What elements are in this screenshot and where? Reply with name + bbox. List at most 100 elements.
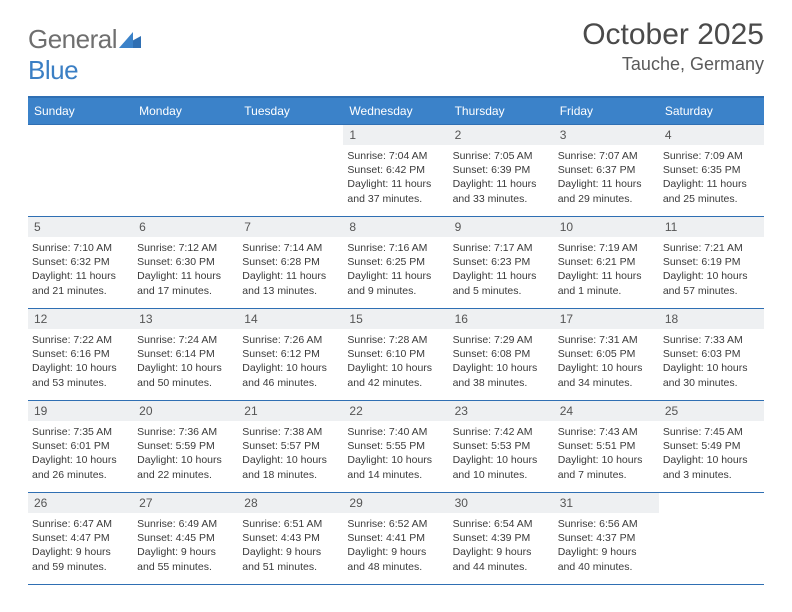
calendar-day-cell: 21Sunrise: 7:38 AMSunset: 5:57 PMDayligh…: [238, 401, 343, 493]
day-info: Sunrise: 7:36 AMSunset: 5:59 PMDaylight:…: [133, 421, 238, 486]
day-number: 24: [554, 401, 659, 421]
calendar-body: 1Sunrise: 7:04 AMSunset: 6:42 PMDaylight…: [28, 125, 764, 585]
calendar-day-cell: 29Sunrise: 6:52 AMSunset: 4:41 PMDayligh…: [343, 493, 448, 585]
calendar-day-cell: 3Sunrise: 7:07 AMSunset: 6:37 PMDaylight…: [554, 125, 659, 217]
day-header: Saturday: [659, 97, 764, 125]
day-info: Sunrise: 7:22 AMSunset: 6:16 PMDaylight:…: [28, 329, 133, 394]
calendar-day-cell: 7Sunrise: 7:14 AMSunset: 6:28 PMDaylight…: [238, 217, 343, 309]
day-info: Sunrise: 6:51 AMSunset: 4:43 PMDaylight:…: [238, 513, 343, 578]
calendar-day-cell: 17Sunrise: 7:31 AMSunset: 6:05 PMDayligh…: [554, 309, 659, 401]
calendar-day-cell: 23Sunrise: 7:42 AMSunset: 5:53 PMDayligh…: [449, 401, 554, 493]
calendar-day-cell: 4Sunrise: 7:09 AMSunset: 6:35 PMDaylight…: [659, 125, 764, 217]
calendar-week-row: 1Sunrise: 7:04 AMSunset: 6:42 PMDaylight…: [28, 125, 764, 217]
day-info: Sunrise: 6:54 AMSunset: 4:39 PMDaylight:…: [449, 513, 554, 578]
day-info: Sunrise: 7:16 AMSunset: 6:25 PMDaylight:…: [343, 237, 448, 302]
day-info: Sunrise: 7:09 AMSunset: 6:35 PMDaylight:…: [659, 145, 764, 210]
day-info: Sunrise: 7:12 AMSunset: 6:30 PMDaylight:…: [133, 237, 238, 302]
day-number: 29: [343, 493, 448, 513]
day-number: 17: [554, 309, 659, 329]
day-info: Sunrise: 7:14 AMSunset: 6:28 PMDaylight:…: [238, 237, 343, 302]
day-info: Sunrise: 7:19 AMSunset: 6:21 PMDaylight:…: [554, 237, 659, 302]
day-header: Friday: [554, 97, 659, 125]
day-info: Sunrise: 7:40 AMSunset: 5:55 PMDaylight:…: [343, 421, 448, 486]
calendar-day-cell: 31Sunrise: 6:56 AMSunset: 4:37 PMDayligh…: [554, 493, 659, 585]
calendar-day-cell: 2Sunrise: 7:05 AMSunset: 6:39 PMDaylight…: [449, 125, 554, 217]
day-number: 12: [28, 309, 133, 329]
calendar-day-cell: 18Sunrise: 7:33 AMSunset: 6:03 PMDayligh…: [659, 309, 764, 401]
day-header: Thursday: [449, 97, 554, 125]
calendar-day-cell: 24Sunrise: 7:43 AMSunset: 5:51 PMDayligh…: [554, 401, 659, 493]
month-title: October 2025: [582, 18, 764, 52]
day-info: Sunrise: 6:49 AMSunset: 4:45 PMDaylight:…: [133, 513, 238, 578]
day-info: Sunrise: 7:21 AMSunset: 6:19 PMDaylight:…: [659, 237, 764, 302]
calendar-day-cell: 14Sunrise: 7:26 AMSunset: 6:12 PMDayligh…: [238, 309, 343, 401]
day-number: 30: [449, 493, 554, 513]
calendar-week-row: 5Sunrise: 7:10 AMSunset: 6:32 PMDaylight…: [28, 217, 764, 309]
calendar-day-cell: [133, 125, 238, 217]
day-number: 8: [343, 217, 448, 237]
day-header: Wednesday: [343, 97, 448, 125]
day-info: Sunrise: 7:28 AMSunset: 6:10 PMDaylight:…: [343, 329, 448, 394]
calendar-day-cell: 15Sunrise: 7:28 AMSunset: 6:10 PMDayligh…: [343, 309, 448, 401]
brand-name-part1: General: [28, 24, 117, 54]
day-info: Sunrise: 7:17 AMSunset: 6:23 PMDaylight:…: [449, 237, 554, 302]
day-info: Sunrise: 7:26 AMSunset: 6:12 PMDaylight:…: [238, 329, 343, 394]
calendar-day-cell: [28, 125, 133, 217]
calendar-day-cell: 6Sunrise: 7:12 AMSunset: 6:30 PMDaylight…: [133, 217, 238, 309]
calendar-day-cell: 16Sunrise: 7:29 AMSunset: 6:08 PMDayligh…: [449, 309, 554, 401]
day-number: 4: [659, 125, 764, 145]
day-header: Sunday: [28, 97, 133, 125]
calendar-day-cell: 12Sunrise: 7:22 AMSunset: 6:16 PMDayligh…: [28, 309, 133, 401]
header: GeneralBlue October 2025 Tauche, Germany: [28, 18, 764, 86]
day-number: 11: [659, 217, 764, 237]
calendar-day-cell: 22Sunrise: 7:40 AMSunset: 5:55 PMDayligh…: [343, 401, 448, 493]
brand-name-part2: Blue: [28, 55, 78, 85]
day-info: Sunrise: 7:42 AMSunset: 5:53 PMDaylight:…: [449, 421, 554, 486]
day-number: 22: [343, 401, 448, 421]
day-number: 10: [554, 217, 659, 237]
day-info: Sunrise: 6:47 AMSunset: 4:47 PMDaylight:…: [28, 513, 133, 578]
day-number: 28: [238, 493, 343, 513]
day-number: 5: [28, 217, 133, 237]
calendar-day-cell: 26Sunrise: 6:47 AMSunset: 4:47 PMDayligh…: [28, 493, 133, 585]
calendar-week-row: 26Sunrise: 6:47 AMSunset: 4:47 PMDayligh…: [28, 493, 764, 585]
day-number: 19: [28, 401, 133, 421]
calendar-day-cell: 28Sunrise: 6:51 AMSunset: 4:43 PMDayligh…: [238, 493, 343, 585]
day-info: Sunrise: 7:07 AMSunset: 6:37 PMDaylight:…: [554, 145, 659, 210]
day-number: 15: [343, 309, 448, 329]
day-header-row: SundayMondayTuesdayWednesdayThursdayFrid…: [28, 97, 764, 125]
day-info: Sunrise: 7:31 AMSunset: 6:05 PMDaylight:…: [554, 329, 659, 394]
day-number: 27: [133, 493, 238, 513]
calendar-day-cell: 1Sunrise: 7:04 AMSunset: 6:42 PMDaylight…: [343, 125, 448, 217]
day-number: 23: [449, 401, 554, 421]
day-info: Sunrise: 6:52 AMSunset: 4:41 PMDaylight:…: [343, 513, 448, 578]
brand-mark-icon: [119, 24, 141, 55]
location-label: Tauche, Germany: [582, 54, 764, 75]
brand-name: GeneralBlue: [28, 24, 141, 86]
day-info: Sunrise: 7:43 AMSunset: 5:51 PMDaylight:…: [554, 421, 659, 486]
day-info: Sunrise: 7:29 AMSunset: 6:08 PMDaylight:…: [449, 329, 554, 394]
day-info: Sunrise: 7:24 AMSunset: 6:14 PMDaylight:…: [133, 329, 238, 394]
day-info: Sunrise: 6:56 AMSunset: 4:37 PMDaylight:…: [554, 513, 659, 578]
day-number: 13: [133, 309, 238, 329]
calendar-week-row: 12Sunrise: 7:22 AMSunset: 6:16 PMDayligh…: [28, 309, 764, 401]
day-info: Sunrise: 7:38 AMSunset: 5:57 PMDaylight:…: [238, 421, 343, 486]
day-number: 9: [449, 217, 554, 237]
title-block: October 2025 Tauche, Germany: [582, 18, 764, 75]
calendar-day-cell: [238, 125, 343, 217]
day-number: 14: [238, 309, 343, 329]
calendar-day-cell: 27Sunrise: 6:49 AMSunset: 4:45 PMDayligh…: [133, 493, 238, 585]
calendar-day-cell: 10Sunrise: 7:19 AMSunset: 6:21 PMDayligh…: [554, 217, 659, 309]
day-number: 26: [28, 493, 133, 513]
calendar-day-cell: 30Sunrise: 6:54 AMSunset: 4:39 PMDayligh…: [449, 493, 554, 585]
day-header: Tuesday: [238, 97, 343, 125]
calendar-day-cell: 9Sunrise: 7:17 AMSunset: 6:23 PMDaylight…: [449, 217, 554, 309]
calendar-head: SundayMondayTuesdayWednesdayThursdayFrid…: [28, 97, 764, 125]
calendar-day-cell: 25Sunrise: 7:45 AMSunset: 5:49 PMDayligh…: [659, 401, 764, 493]
day-number: 25: [659, 401, 764, 421]
day-number: 20: [133, 401, 238, 421]
day-info: Sunrise: 7:33 AMSunset: 6:03 PMDaylight:…: [659, 329, 764, 394]
day-info: Sunrise: 7:45 AMSunset: 5:49 PMDaylight:…: [659, 421, 764, 486]
calendar-page: GeneralBlue October 2025 Tauche, Germany…: [0, 0, 792, 605]
calendar-day-cell: 13Sunrise: 7:24 AMSunset: 6:14 PMDayligh…: [133, 309, 238, 401]
